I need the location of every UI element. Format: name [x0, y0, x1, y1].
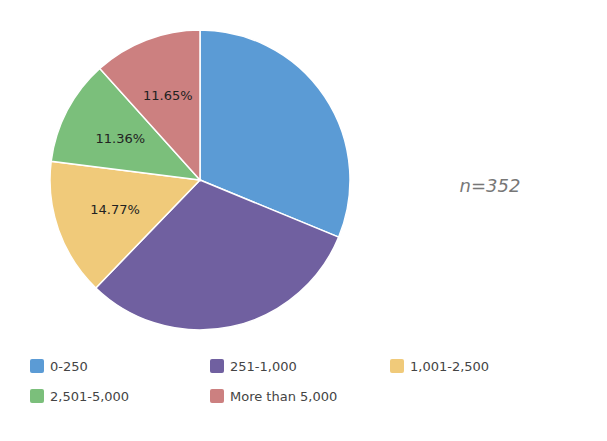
legend-label: 2,501-5,000 — [50, 389, 129, 404]
annotation: n=352 — [460, 175, 521, 196]
legend-swatch — [210, 389, 224, 403]
legend-label: More than 5,000 — [230, 389, 337, 404]
data-label: 14.77% — [90, 202, 140, 217]
legend-label: 1,001-2,500 — [410, 359, 489, 374]
legend-swatch — [210, 359, 224, 373]
data-labels: 14.77% 11.36% 11.65% — [90, 88, 192, 217]
legend-label: 251-1,000 — [230, 359, 297, 374]
pie-slice — [100, 30, 200, 180]
chart-container: 14.77% 11.36% 11.65% n=352 0-250 251-1,000 1,0… — [0, 0, 607, 441]
legend: 0-250 251-1,000 1,001-2,500 2,501-5,000 More… — [30, 359, 489, 404]
legend-label: 0-250 — [50, 359, 88, 374]
data-label: 11.65% — [143, 88, 193, 103]
chart-svg: 14.77% 11.36% 11.65% n=352 0-250 251-1,000 1,0… — [0, 0, 607, 441]
legend-swatch — [30, 389, 44, 403]
pie-slice — [50, 161, 200, 288]
slices — [50, 30, 350, 330]
data-label: 11.36% — [95, 131, 145, 146]
legend-swatch — [390, 359, 404, 373]
legend-swatch — [30, 359, 44, 373]
